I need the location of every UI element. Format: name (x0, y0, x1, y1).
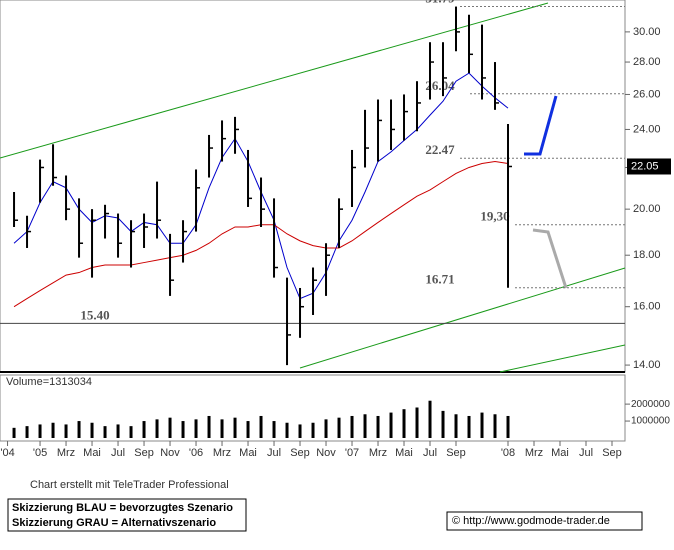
x-tick-label: '08 (501, 447, 515, 459)
volume-bar (246, 421, 250, 438)
volume-bar (142, 421, 146, 438)
level-label: 31.79 (425, 0, 455, 6)
volume-bar (181, 421, 185, 438)
volume-bar (38, 424, 42, 438)
x-tick-label: Mrz (525, 447, 543, 459)
volume-bar (480, 412, 484, 438)
level-label: 26.04 (425, 78, 455, 93)
y-tick-label: 2000000 (631, 399, 670, 410)
x-tick-label: Jul (423, 447, 437, 459)
x-tick-label: Sep (290, 447, 310, 459)
x-tick-label: Nov (160, 447, 180, 459)
volume-bar (129, 426, 133, 438)
volume-bar (337, 417, 341, 438)
x-tick-label: Nov (316, 447, 336, 459)
volume-bar (220, 419, 224, 438)
volume-bar (194, 419, 198, 438)
x-tick-label: Jul (579, 447, 593, 459)
volume-bar (324, 419, 328, 438)
y-tick-label: 30.00 (633, 26, 661, 38)
volume-bar (103, 426, 107, 438)
trend-channel-lower-2 (499, 344, 626, 373)
volume-bar (311, 422, 315, 438)
trend-channel-lower (299, 267, 626, 369)
x-tick-label: '05 (33, 447, 47, 459)
url: © http://www.godmode-trader.de (452, 515, 610, 527)
x-tick-label: Mai (395, 447, 413, 459)
x-tick-label: Jul (111, 447, 125, 459)
y-tick-label: 16.00 (633, 301, 661, 313)
x-tick-label: Mai (551, 447, 569, 459)
volume-bar (454, 414, 458, 438)
url-box (446, 511, 643, 531)
volume-bar (272, 421, 276, 438)
x-tick-label: '06 (189, 447, 203, 459)
y-tick-label: 26.00 (633, 88, 661, 100)
legend-box (7, 498, 247, 532)
volume-bar (376, 415, 380, 438)
volume-bar (233, 417, 237, 438)
volume-bar (493, 414, 497, 438)
level-label: 16.71 (425, 272, 454, 287)
volume-bar (64, 424, 68, 438)
volume-bar (12, 427, 16, 438)
scenario-blue (524, 95, 558, 156)
x-tick-label: '07 (345, 447, 359, 459)
level-label: 15.40 (80, 307, 109, 322)
volume-bar (441, 410, 445, 438)
credit: Chart erstellt mit TeleTrader Profession… (30, 479, 229, 491)
volume-bar (90, 422, 94, 438)
volume-bar (116, 424, 120, 438)
legend-line: Skizzierung GRAU = Alternativszenario (12, 517, 216, 529)
volume-bar (389, 412, 393, 438)
y-tick-label: 20.00 (633, 203, 661, 215)
volume-bar (207, 415, 211, 438)
x-tick-label: Sep (602, 447, 622, 459)
last-price-box (627, 158, 671, 175)
volume-bar (25, 426, 29, 438)
volume-bar (467, 415, 471, 438)
volume-bar (402, 409, 406, 438)
x-tick-label: Mrz (57, 447, 75, 459)
last-price-label: 22.05 (631, 160, 659, 172)
volume-bar (285, 422, 289, 438)
y-tick-label: 1000000 (631, 416, 670, 427)
x-tick-label: Jul (267, 447, 281, 459)
volume-bar (506, 415, 510, 438)
level-label: 19,30 (480, 209, 509, 224)
volume-bar (363, 414, 367, 438)
level-label: 22.47 (425, 142, 455, 157)
x-tick-label: Sep (446, 447, 466, 459)
x-tick-label: '04 (0, 447, 14, 459)
volume-bar (415, 407, 419, 438)
y-tick-label: 24.00 (633, 123, 661, 135)
volume-bar (168, 417, 172, 438)
volume-bar (350, 415, 354, 438)
x-tick-label: Mai (239, 447, 257, 459)
x-tick-label: Mai (83, 447, 101, 459)
y-tick-label: 18.00 (633, 249, 661, 261)
y-tick-label: 28.00 (633, 56, 661, 68)
y-tick-label: 14.00 (633, 359, 661, 371)
x-tick-label: Mrz (213, 447, 231, 459)
volume-bar (259, 415, 263, 438)
volume-title: Volume=1313034 (6, 376, 92, 388)
volume-bar (77, 421, 81, 438)
volume-bar (51, 422, 55, 438)
x-tick-label: Sep (134, 447, 154, 459)
volume-bar (155, 419, 159, 438)
volume-bar (298, 424, 302, 438)
x-tick-label: Mrz (369, 447, 387, 459)
volume-bar (428, 400, 432, 438)
scenario-grey (532, 228, 568, 289)
legend-line: Skizzierung BLAU = bevorzugtes Szenario (12, 502, 233, 514)
